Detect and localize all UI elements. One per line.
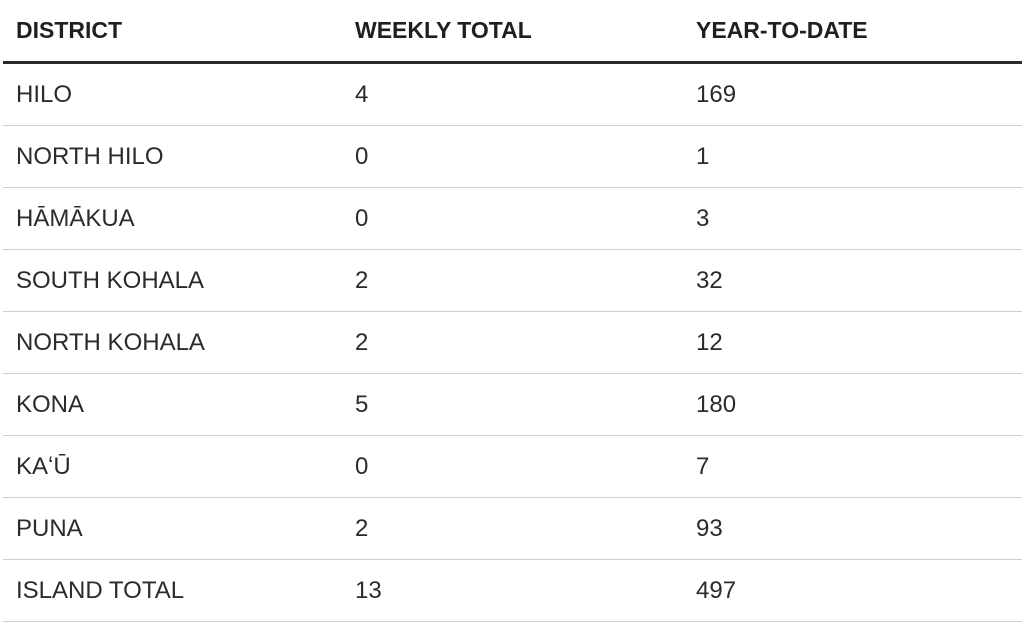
- table-row: KAʻŪ 0 7: [3, 436, 1022, 498]
- district-cell: NORTH HILO: [16, 142, 164, 170]
- table-header-row: DISTRICT WEEKLY TOTAL YEAR-TO-DATE: [3, 0, 1022, 64]
- table-row-total: ISLAND TOTAL 13 497: [3, 560, 1022, 622]
- weekly-total-cell: 13: [355, 576, 382, 604]
- weekly-total-cell: 0: [355, 142, 369, 170]
- district-cell: KAʻŪ: [16, 452, 71, 480]
- year-to-date-cell: 1: [696, 142, 710, 170]
- year-to-date-cell: 3: [696, 204, 710, 232]
- district-cell: HĀMĀKUA: [16, 204, 135, 232]
- year-to-date-cell: 169: [696, 80, 737, 108]
- weekly-total-cell: 4: [355, 80, 369, 108]
- district-cell: HILO: [16, 80, 73, 108]
- header-district: DISTRICT: [16, 17, 123, 43]
- table-row: NORTH HILO 0 1: [3, 126, 1022, 188]
- weekly-total-cell: 2: [355, 328, 369, 356]
- weekly-total-cell: 2: [355, 514, 369, 542]
- year-to-date-cell: 12: [696, 328, 723, 356]
- table-row: KONA 5 180: [3, 374, 1022, 436]
- weekly-total-cell: 0: [355, 204, 369, 232]
- year-to-date-cell: 497: [696, 576, 737, 604]
- weekly-total-cell: 0: [355, 452, 369, 480]
- year-to-date-cell: 93: [696, 514, 723, 542]
- district-cell: KONA: [16, 390, 85, 418]
- table-row: PUNA 2 93: [3, 498, 1022, 560]
- year-to-date-cell: 7: [696, 452, 710, 480]
- year-to-date-cell: 180: [696, 390, 737, 418]
- weekly-total-cell: 2: [355, 266, 369, 294]
- year-to-date-cell: 32: [696, 266, 723, 294]
- header-weekly-total: WEEKLY TOTAL: [355, 17, 532, 43]
- table-row: HĀMĀKUA 0 3: [3, 188, 1022, 250]
- district-cell: PUNA: [16, 514, 83, 542]
- table-row: NORTH KOHALA 2 12: [3, 312, 1022, 374]
- district-table: DISTRICT WEEKLY TOTAL YEAR-TO-DATE HILO …: [3, 0, 1022, 622]
- district-cell: SOUTH KOHALA: [16, 266, 205, 294]
- header-year-to-date: YEAR-TO-DATE: [696, 17, 868, 43]
- district-cell: ISLAND TOTAL: [16, 576, 185, 604]
- table-row: HILO 4 169: [3, 64, 1022, 126]
- weekly-total-cell: 5: [355, 390, 369, 418]
- district-cell: NORTH KOHALA: [16, 328, 205, 356]
- table-row: SOUTH KOHALA 2 32: [3, 250, 1022, 312]
